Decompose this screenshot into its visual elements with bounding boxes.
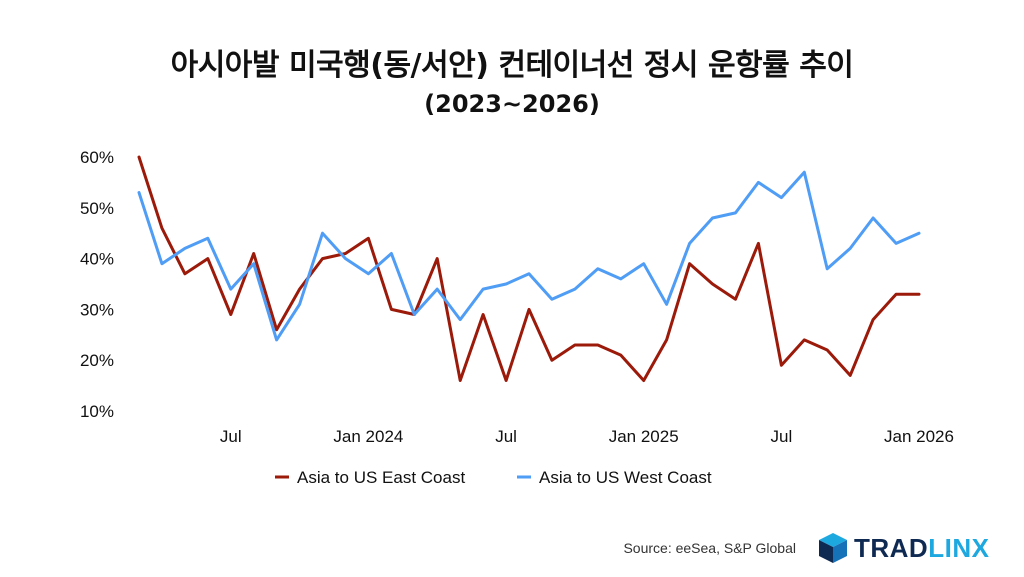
y-axis: 60% 50% 40% 30% 20% 10% [80, 148, 114, 421]
y-tick-label: 30% [80, 300, 114, 319]
x-tick-label: Jul [220, 427, 242, 446]
logo-wordmark-part2: LINX [928, 532, 990, 563]
chart-title: 아시아발 미국행(동/서안) 컨테이너선 정시 운항률 추이 [170, 48, 854, 83]
series-line-east-coast [137, 155, 921, 382]
legend-label: Asia to US East Coast [297, 468, 465, 487]
x-tick-label: Jul [770, 427, 792, 446]
x-tick-label: Jan 2024 [333, 427, 403, 446]
source-note: Source: eeSea, S&P Global [623, 540, 796, 556]
legend: Asia to US East Coast Asia to US West Coa… [275, 468, 712, 487]
x-tick-label: Jan 2026 [884, 427, 954, 446]
x-axis: Jul Jan 2024 Jul Jan 2025 Jul Jan 2026 [220, 427, 954, 446]
series-layer [137, 155, 921, 382]
cube-logo-icon [819, 533, 847, 563]
chart-subtitle: (2023~2026) [424, 90, 600, 118]
y-tick-label: 40% [80, 250, 114, 269]
y-tick-label: 60% [80, 148, 114, 167]
legend-label: Asia to US West Coast [539, 468, 712, 487]
x-tick-label: Jul [495, 427, 517, 446]
y-tick-label: 20% [80, 351, 114, 370]
y-tick-label: 10% [80, 402, 114, 421]
x-tick-label: Jan 2025 [609, 427, 679, 446]
tradlinx-logo: TRADLINX [818, 531, 989, 565]
series-line-west-coast [137, 170, 921, 342]
logo-wordmark: TRADLINX [854, 533, 989, 564]
y-tick-label: 50% [80, 199, 114, 218]
logo-wordmark-part1: TRAD [854, 532, 929, 563]
